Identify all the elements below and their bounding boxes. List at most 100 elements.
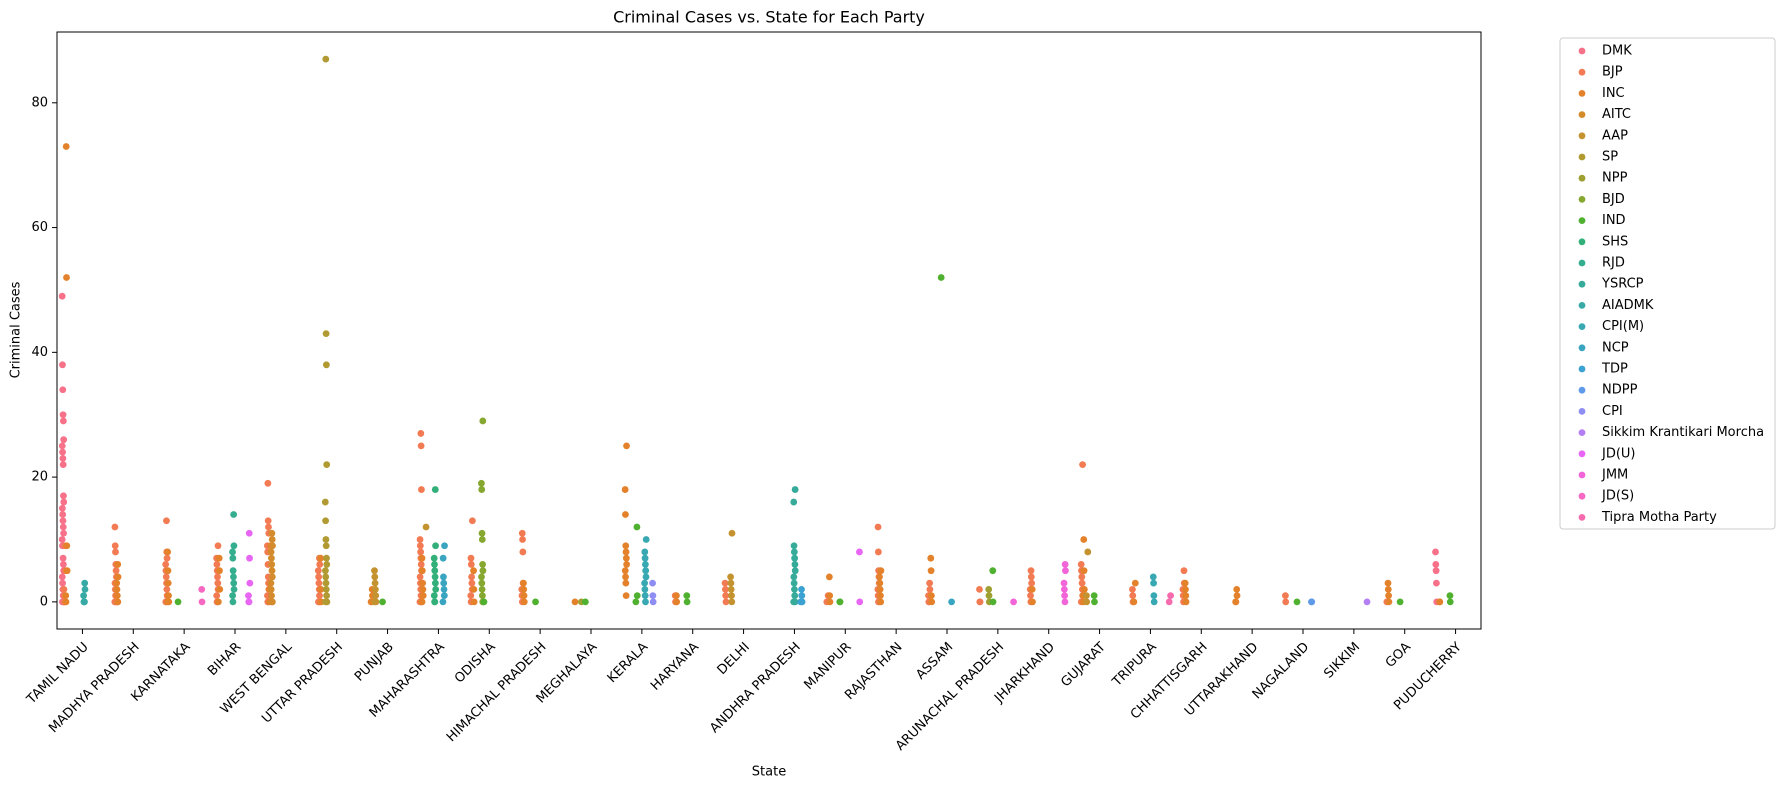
strip-point <box>790 573 798 581</box>
legend-label: Sikkim Krantikari Morcha <box>1602 425 1764 440</box>
strip-point <box>1079 461 1086 469</box>
strip-point <box>315 573 323 581</box>
strip-point <box>641 561 649 568</box>
strip-point <box>230 511 238 518</box>
strip-point <box>371 579 379 587</box>
strip-point <box>59 411 67 419</box>
strip-point <box>468 573 475 581</box>
strip-point <box>431 567 439 575</box>
legend-label: INC <box>1602 86 1625 101</box>
strip-point <box>1167 592 1174 600</box>
strip-point <box>520 592 528 600</box>
strip-point <box>926 579 934 587</box>
legend-label: NDPP <box>1602 383 1638 398</box>
plot-area <box>56 31 1482 630</box>
legend-marker <box>1578 68 1586 76</box>
strip-point <box>214 573 221 581</box>
strip-point <box>1181 579 1189 587</box>
legend-label: DMK <box>1602 44 1632 59</box>
strip-point <box>59 511 67 518</box>
strip-point <box>1060 579 1068 587</box>
strip-point <box>1384 579 1392 587</box>
strip-point <box>480 598 488 606</box>
strip-point <box>641 585 649 593</box>
strip-point <box>1091 598 1098 606</box>
strip-point <box>1090 592 1098 600</box>
strip-point <box>985 592 993 600</box>
strip-point <box>791 561 799 568</box>
strip-point <box>164 548 172 556</box>
strip-point <box>441 542 448 550</box>
strip-point <box>58 442 66 450</box>
strip-point <box>164 598 171 606</box>
strip-point <box>721 585 729 593</box>
x-tick-label: ASSAM <box>913 640 956 683</box>
strip-point <box>519 536 526 543</box>
strip-point <box>1182 592 1190 600</box>
legend-label: TDP <box>1601 362 1628 377</box>
strip-point <box>323 461 331 469</box>
strip-point <box>622 592 630 600</box>
legend-marker <box>1578 111 1586 118</box>
legend-marker <box>1578 386 1586 394</box>
strip-point <box>58 573 66 581</box>
strip-point <box>59 517 67 525</box>
strip-point <box>1432 567 1440 575</box>
strip-point <box>174 598 182 606</box>
strip-point <box>874 548 882 556</box>
strip-point <box>641 579 648 587</box>
strip-point <box>948 598 956 606</box>
legend-marker <box>1578 217 1586 225</box>
legend-label: IND <box>1602 213 1626 228</box>
strip-point <box>439 598 447 606</box>
strip-point <box>81 598 88 606</box>
strip-point <box>877 598 885 606</box>
strip-point <box>245 529 253 537</box>
strip-point <box>164 579 172 587</box>
strip-point <box>728 529 736 537</box>
legend-marker <box>1578 259 1586 267</box>
strip-point <box>1385 592 1392 600</box>
strip-point <box>520 598 528 606</box>
strip-point <box>989 567 997 575</box>
strip-point <box>649 592 657 600</box>
strip-point <box>62 598 70 606</box>
strip-point <box>1308 598 1316 606</box>
strip-point <box>264 517 272 525</box>
strip-point <box>877 567 885 575</box>
strip-point <box>265 523 272 531</box>
strip-point <box>1165 598 1173 606</box>
strip-point <box>416 573 424 581</box>
strip-point <box>478 579 486 587</box>
legend-label: AITC <box>1602 107 1631 122</box>
strip-point <box>622 554 630 562</box>
strip-point <box>268 529 276 537</box>
x-tick-label: ARUNACHAL PRADESH <box>893 640 1007 754</box>
strip-point <box>478 486 486 493</box>
strip-point <box>431 579 439 587</box>
strip-point <box>63 274 70 281</box>
strip-point <box>322 330 330 338</box>
legend-label: Tipra Motha Party <box>1601 510 1717 525</box>
strip-point <box>322 55 330 63</box>
strip-point <box>322 573 330 581</box>
strip-point <box>976 585 983 593</box>
strip-point <box>419 579 427 587</box>
legend-label: NPP <box>1602 171 1628 186</box>
legend-marker <box>1578 47 1586 55</box>
strip-point <box>322 517 330 525</box>
x-tick-label: PUNJAB <box>352 640 397 685</box>
strip-point <box>633 523 641 531</box>
strip-point <box>467 561 475 568</box>
strip-point <box>1080 585 1088 593</box>
strip-point <box>111 542 119 550</box>
x-tick-label: SIKKIM <box>1321 640 1363 682</box>
strip-point <box>478 573 485 581</box>
strip-point <box>1150 598 1158 606</box>
strip-point <box>245 598 253 606</box>
legend-label: AAP <box>1602 128 1628 143</box>
strip-point <box>267 548 275 556</box>
strip-point <box>1180 567 1188 575</box>
strip-point <box>268 561 276 568</box>
strip-point <box>163 585 171 593</box>
